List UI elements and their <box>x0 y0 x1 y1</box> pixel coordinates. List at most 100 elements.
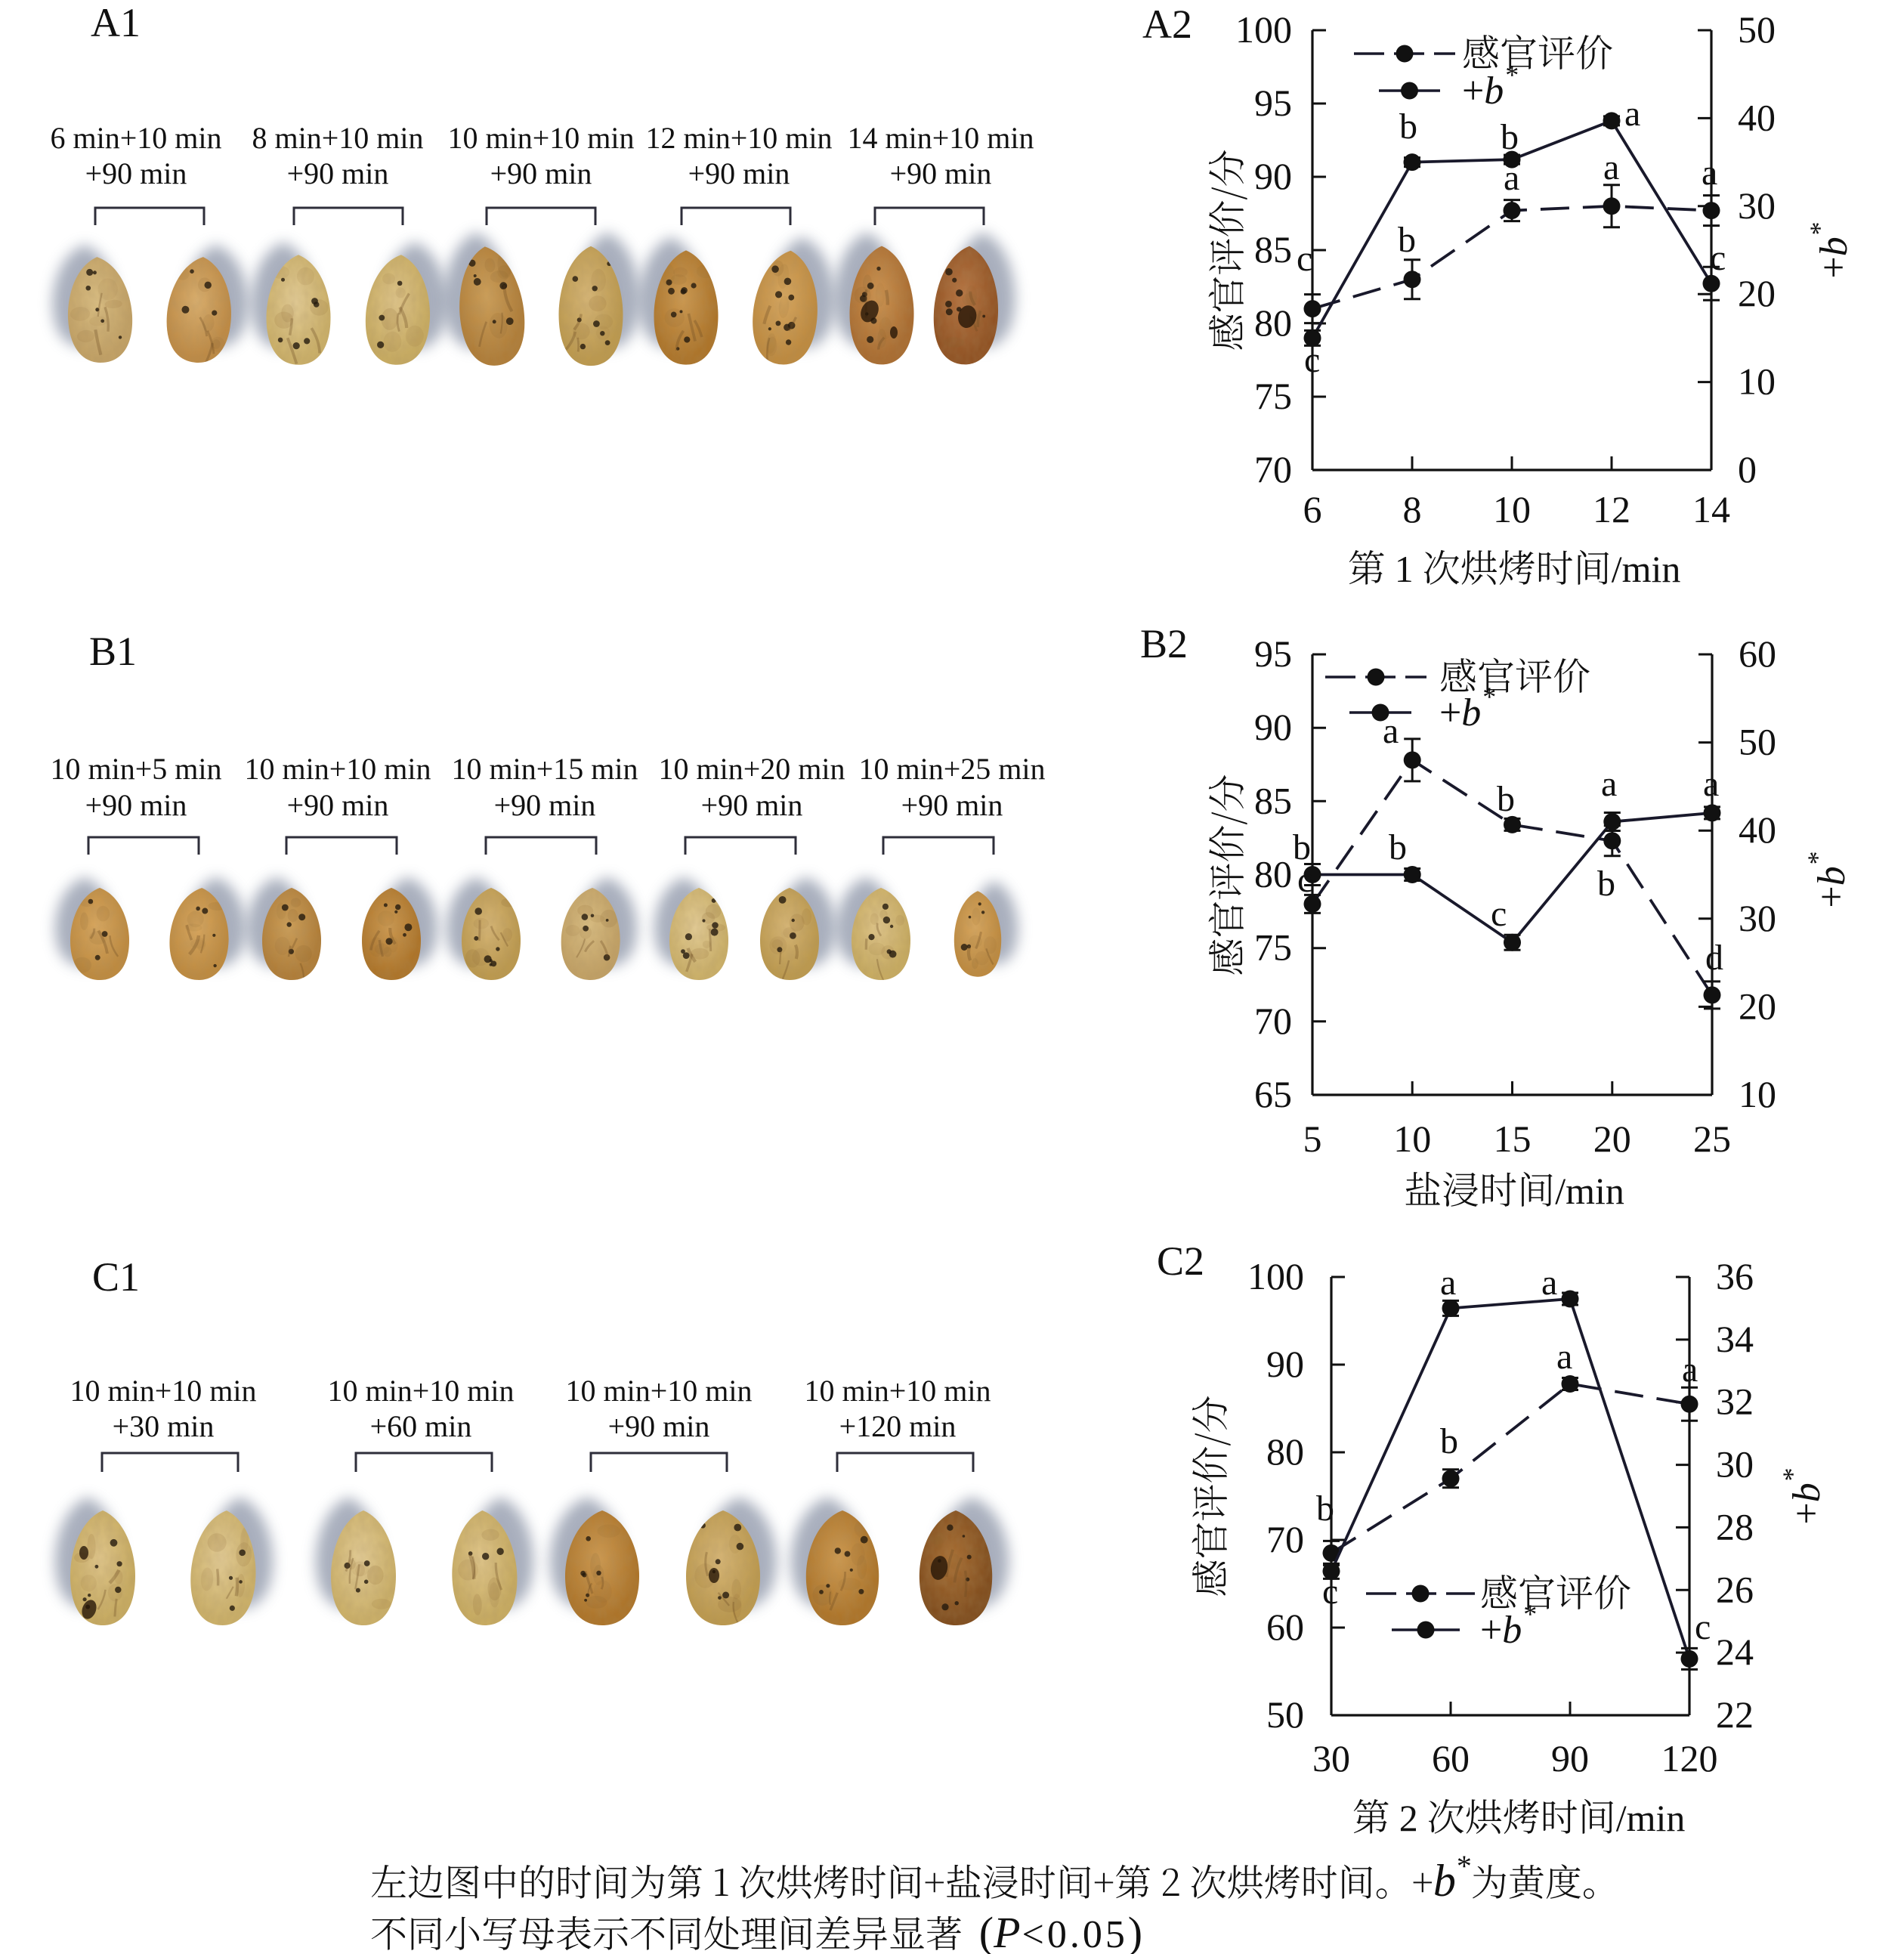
svg-text:c: c <box>1322 1572 1338 1612</box>
svg-text:a: a <box>1601 764 1617 804</box>
svg-text:30: 30 <box>1716 1443 1754 1486</box>
svg-text:+90 min: +90 min <box>85 788 187 822</box>
svg-text:C1: C1 <box>92 1254 140 1300</box>
svg-text:60: 60 <box>1739 632 1776 675</box>
svg-text:60: 60 <box>1432 1737 1470 1779</box>
svg-text:10 min+10 min: 10 min+10 min <box>804 1374 991 1408</box>
svg-text:b: b <box>1389 827 1407 867</box>
svg-text:+120 min: +120 min <box>839 1409 957 1443</box>
svg-text:+90 min: +90 min <box>490 156 592 190</box>
svg-text:a: a <box>1504 158 1519 198</box>
svg-text:b: b <box>1497 779 1515 819</box>
svg-text:50: 50 <box>1266 1693 1304 1736</box>
svg-text:30: 30 <box>1738 184 1776 227</box>
svg-text:): ) <box>1128 1908 1142 1954</box>
svg-text:10: 10 <box>1393 1118 1431 1160</box>
svg-text:*: * <box>1523 1599 1537 1629</box>
svg-text:40: 40 <box>1739 808 1776 851</box>
svg-text:/min: /min <box>1612 548 1681 590</box>
svg-text:a: a <box>1556 1337 1572 1377</box>
svg-text:40: 40 <box>1738 96 1776 138</box>
svg-text:15: 15 <box>1494 1118 1532 1160</box>
svg-text:b: b <box>1501 117 1519 157</box>
svg-text:a: a <box>1603 147 1619 187</box>
svg-text:(: ( <box>979 1908 994 1954</box>
svg-text:34: 34 <box>1716 1318 1754 1360</box>
svg-text:75: 75 <box>1254 926 1292 969</box>
svg-text:70: 70 <box>1254 1000 1292 1042</box>
svg-text:c: c <box>1304 340 1320 380</box>
svg-text:a: a <box>1541 1263 1557 1303</box>
svg-text:2: 2 <box>1399 1797 1418 1839</box>
svg-text:+30 min: +30 min <box>113 1409 215 1443</box>
svg-text:32: 32 <box>1716 1380 1754 1423</box>
svg-text:d: d <box>1705 938 1723 978</box>
svg-text:95: 95 <box>1254 82 1292 124</box>
svg-text:10 min+25 min: 10 min+25 min <box>858 752 1045 786</box>
svg-text:10: 10 <box>1739 1073 1776 1115</box>
svg-text:B1: B1 <box>89 629 137 674</box>
svg-text:*: * <box>1804 221 1834 235</box>
svg-text:c: c <box>1695 1607 1711 1647</box>
svg-text:26: 26 <box>1716 1568 1754 1610</box>
svg-text:95: 95 <box>1254 632 1292 675</box>
svg-text:+60 min: +60 min <box>370 1409 472 1443</box>
svg-text:P: P <box>993 1908 1020 1954</box>
svg-text:24: 24 <box>1716 1631 1754 1673</box>
svg-text:85: 85 <box>1254 779 1292 821</box>
svg-text:b: b <box>1440 1421 1458 1461</box>
svg-text:20: 20 <box>1738 272 1776 314</box>
svg-text:10 min+10 min: 10 min+10 min <box>447 121 634 155</box>
svg-text:1: 1 <box>1395 548 1414 590</box>
svg-text:*: * <box>1457 1849 1472 1883</box>
svg-text:b: b <box>1461 691 1481 734</box>
svg-text:10 min+10 min: 10 min+10 min <box>327 1374 514 1408</box>
svg-text:85: 85 <box>1254 228 1292 271</box>
svg-text:b: b <box>1813 237 1856 256</box>
svg-text:80: 80 <box>1254 853 1292 895</box>
svg-text:90: 90 <box>1266 1343 1304 1385</box>
svg-text:60: 60 <box>1266 1606 1304 1648</box>
svg-text:+: + <box>1810 886 1853 907</box>
svg-text:10 min+10 min: 10 min+10 min <box>565 1374 752 1408</box>
svg-text:+90 min: +90 min <box>85 156 187 190</box>
svg-text:22: 22 <box>1716 1693 1754 1736</box>
svg-text:10: 10 <box>1493 488 1531 530</box>
svg-text:+90 min: +90 min <box>701 788 803 822</box>
svg-text:b: b <box>1502 1609 1522 1652</box>
svg-text:10 min+20 min: 10 min+20 min <box>658 752 845 786</box>
svg-text:a: a <box>1703 764 1719 804</box>
svg-text:25: 25 <box>1693 1118 1731 1160</box>
svg-text:a: a <box>1440 1263 1456 1303</box>
svg-text:a: a <box>1383 711 1399 751</box>
svg-text:A2: A2 <box>1142 2 1192 47</box>
svg-text:0: 0 <box>1738 448 1757 490</box>
svg-text:70: 70 <box>1254 448 1292 490</box>
svg-text:+: + <box>1480 1609 1502 1652</box>
svg-text:8 min+10 min: 8 min+10 min <box>252 121 423 155</box>
svg-text:14 min+10 min: 14 min+10 min <box>847 121 1034 155</box>
svg-text:6 min+10 min: 6 min+10 min <box>50 121 221 155</box>
svg-text:*: * <box>1802 851 1832 864</box>
svg-text:10 min+10 min: 10 min+10 min <box>70 1374 256 1408</box>
svg-text:c: c <box>1297 239 1312 279</box>
svg-text:b: b <box>1484 70 1504 113</box>
svg-text:*: * <box>1482 682 1496 712</box>
svg-text:+90 min: +90 min <box>688 156 790 190</box>
svg-text:30: 30 <box>1312 1737 1350 1779</box>
svg-text:B2: B2 <box>1140 621 1188 666</box>
svg-text:50: 50 <box>1738 8 1776 51</box>
svg-text:b: b <box>1597 864 1615 904</box>
svg-text:A1: A1 <box>91 0 141 45</box>
svg-text:*: * <box>1777 1467 1807 1481</box>
svg-text:8: 8 <box>1403 488 1422 530</box>
svg-text:+90 min: +90 min <box>608 1409 710 1443</box>
svg-text:+: + <box>1439 691 1461 734</box>
svg-text:a: a <box>1624 94 1640 134</box>
svg-text:b: b <box>1810 866 1853 886</box>
svg-text:c: c <box>1297 860 1313 900</box>
svg-text:100: 100 <box>1247 1255 1304 1297</box>
svg-text:12 min+10 min: 12 min+10 min <box>645 121 832 155</box>
svg-text:b: b <box>1398 220 1416 260</box>
svg-text:80: 80 <box>1266 1430 1304 1473</box>
